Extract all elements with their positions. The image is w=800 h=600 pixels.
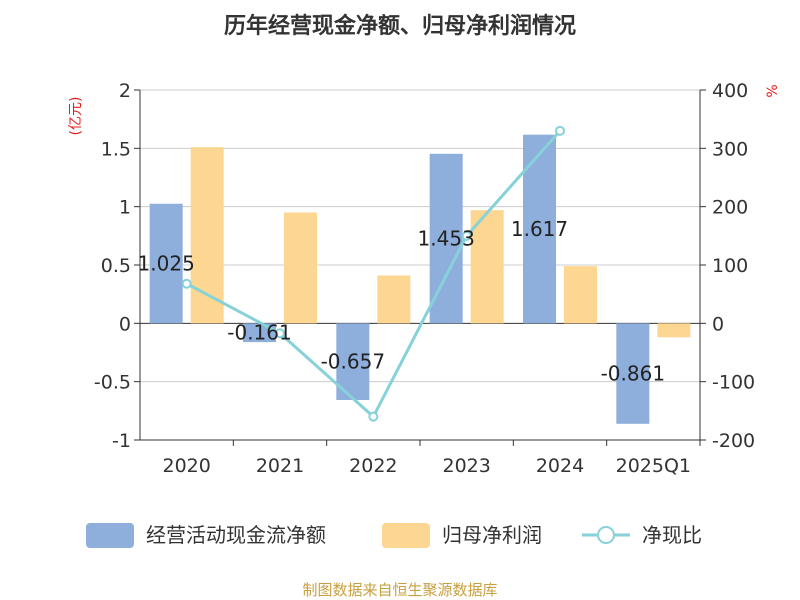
legend-swatch bbox=[382, 523, 430, 548]
right-axis-unit: % bbox=[765, 84, 781, 97]
right-tick-label: -100 bbox=[712, 372, 755, 394]
net-profit-bar bbox=[564, 266, 597, 324]
axes: -1 -0.5 0 0.5 1 1.5 2 -200 -100 0 100 200 300 400 2020… bbox=[94, 80, 755, 477]
cash-flow-data-label: -0.861 bbox=[601, 362, 665, 386]
left-tick-label: 0.5 bbox=[101, 255, 131, 277]
x-tick-label: 2022 bbox=[349, 455, 397, 477]
right-tick-label: 300 bbox=[712, 138, 748, 160]
left-tick-label: 1.5 bbox=[101, 138, 131, 160]
right-tick-label: 100 bbox=[712, 255, 748, 277]
cash-flow-data-label: 1.025 bbox=[138, 252, 195, 276]
left-axis-unit: (亿元) bbox=[68, 97, 84, 136]
right-tick-label: -200 bbox=[712, 430, 755, 452]
left-tick-label: -0.5 bbox=[94, 372, 131, 394]
legend-marker bbox=[597, 526, 615, 544]
x-tick-label: 2024 bbox=[536, 455, 584, 477]
net-profit-bar bbox=[190, 147, 224, 324]
ratio-line-layer bbox=[181, 125, 565, 422]
x-tick-label: 2020 bbox=[162, 455, 210, 477]
chart-title: 历年经营现金净额、归母净利润情况 bbox=[224, 13, 576, 39]
data-labels: 1.025 -0.161 -0.657 1.453 1.617 -0.861 bbox=[138, 217, 666, 386]
legend-label: 净现比 bbox=[642, 523, 702, 547]
cash-flow-bar bbox=[149, 203, 183, 324]
cash-flow-data-label: -0.657 bbox=[321, 350, 385, 374]
x-tick-label: 2021 bbox=[256, 455, 304, 477]
legend: 经营活动现金流净额 归母净利润 净现比 bbox=[86, 523, 702, 548]
net-profit-bar bbox=[657, 323, 691, 338]
gridlines bbox=[140, 89, 700, 441]
left-tick-label: 1 bbox=[119, 197, 131, 219]
cash-flow-data-label: 1.453 bbox=[418, 227, 475, 251]
ratio-point bbox=[368, 411, 379, 422]
legend-swatch bbox=[86, 523, 134, 548]
x-tick-label: 2025Q1 bbox=[616, 455, 691, 477]
net-profit-bar bbox=[470, 210, 504, 324]
ratio-point bbox=[181, 278, 192, 289]
ratio-point bbox=[461, 230, 472, 241]
legend-label: 经营活动现金流净额 bbox=[146, 523, 326, 547]
net-profit-bar bbox=[377, 275, 411, 324]
source-note: 制图数据来自恒生聚源数据库 bbox=[302, 581, 497, 599]
right-tick-label: 0 bbox=[712, 313, 724, 335]
net-profit-bar bbox=[284, 212, 317, 324]
x-tick-label: 2023 bbox=[442, 455, 490, 477]
cash-flow-data-label: -0.161 bbox=[227, 321, 291, 345]
right-tick-label: 200 bbox=[712, 197, 748, 219]
ratio-point bbox=[555, 125, 565, 136]
ratio-line bbox=[185, 129, 562, 420]
cash-flow-data-label: 1.617 bbox=[511, 217, 568, 241]
legend-label: 归母净利润 bbox=[442, 523, 542, 547]
left-tick-label: -1 bbox=[112, 430, 131, 452]
cash-flow-bar bbox=[616, 323, 650, 424]
right-tick-label: 400 bbox=[712, 80, 748, 102]
left-tick-label: 2 bbox=[119, 80, 131, 102]
ratio-point bbox=[275, 328, 285, 339]
left-tick-label: 0 bbox=[119, 313, 131, 335]
